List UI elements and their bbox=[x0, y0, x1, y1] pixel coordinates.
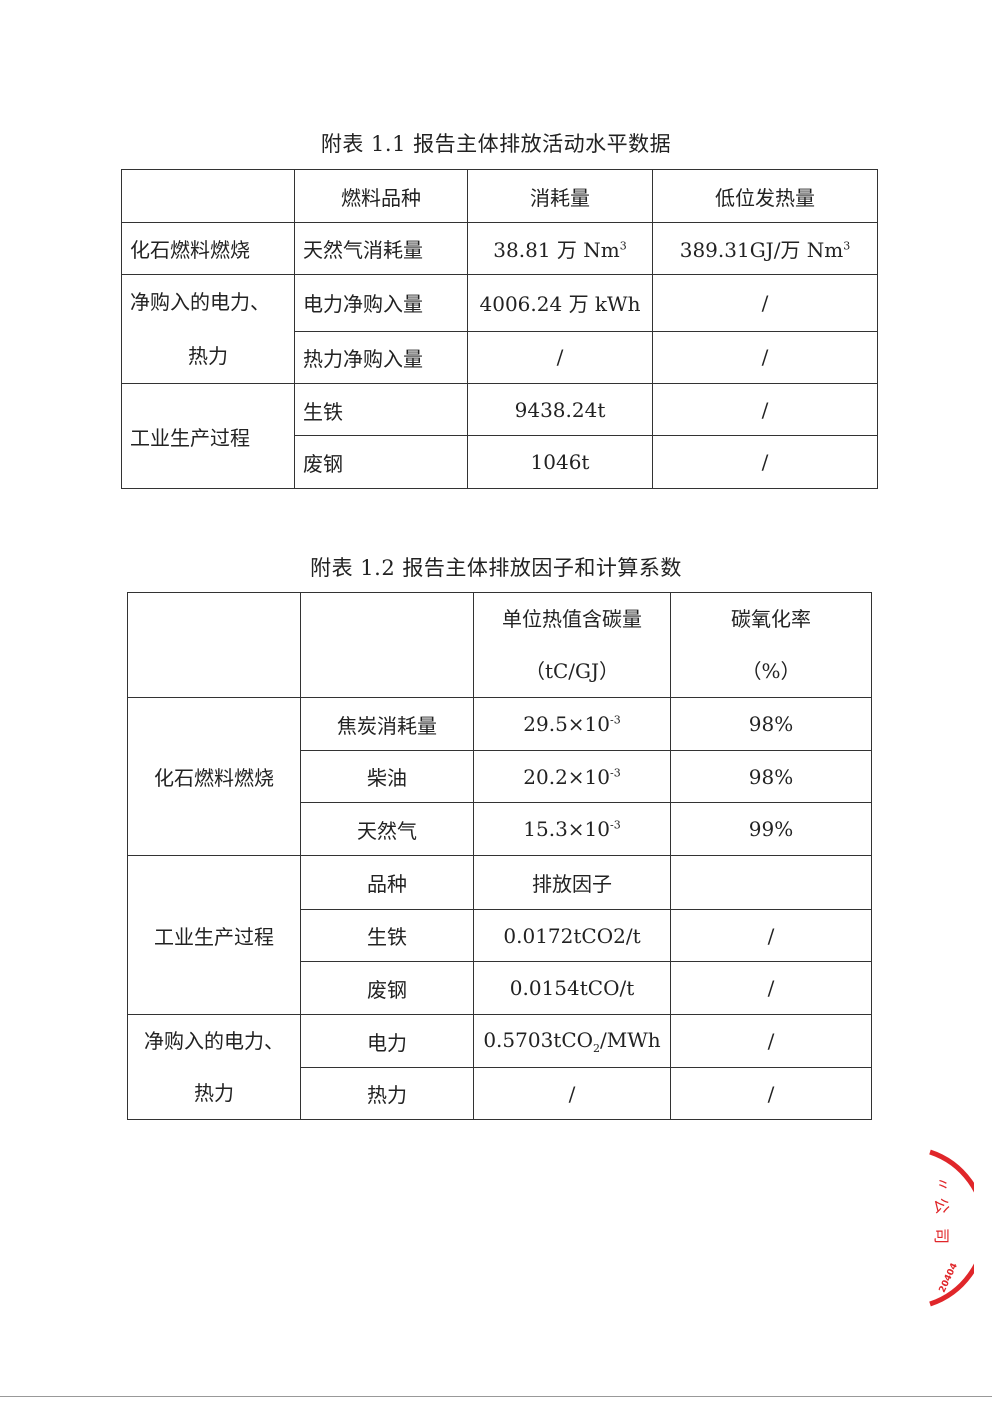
svg-text:司: 司 bbox=[932, 1228, 951, 1244]
factor-cell: / bbox=[473, 1067, 671, 1120]
factor-header: 排放因子 bbox=[473, 855, 671, 910]
table-row: 热力净购入量 / / bbox=[122, 330, 878, 385]
ncv-cell: / bbox=[652, 435, 878, 489]
table-row: 净购入的电力、 热力 电力净购入量 4006.24 万 kWh / bbox=[121, 274, 878, 384]
company-seal-stamp: ⺀ 公 司 20404 bbox=[928, 1148, 974, 1308]
extra-cell: / bbox=[670, 909, 872, 962]
carbon-content-header: 单位热值含碳量 （tC/GJ） bbox=[473, 592, 671, 698]
item-cell: 天然气 bbox=[300, 802, 474, 856]
item-cell: 品种 bbox=[300, 855, 474, 910]
header-cell bbox=[121, 169, 295, 223]
table-row: 热力 / / bbox=[128, 1067, 872, 1120]
table-header-row: 单位热值含碳量 （tC/GJ） 碳氧化率 （%） bbox=[127, 592, 872, 698]
oxidation-cell: 98% bbox=[670, 750, 872, 803]
consumption-cell: 4006.24 万 kWh bbox=[467, 274, 653, 332]
header-cell bbox=[300, 592, 474, 698]
consumption-cell: 1046t bbox=[467, 435, 653, 489]
table-row: 工业生产过程 品种 排放因子 bbox=[127, 855, 872, 1015]
ncv-cell: / bbox=[652, 330, 878, 385]
item-cell: 电力 bbox=[300, 1014, 474, 1068]
extra-cell: / bbox=[670, 1014, 872, 1068]
table-row: 化石燃料燃烧 天然气消耗量 38.81 万 Nm3 389.31GJ/万 Nm3 bbox=[121, 222, 878, 275]
factor-cell: 0.0172tCO2/t bbox=[473, 909, 671, 962]
header-cell bbox=[127, 592, 301, 698]
consumption-cell: / bbox=[467, 330, 653, 385]
table-row: 净购入的电力、 热力 电力 0.5703tCO2/MWh / bbox=[127, 1014, 872, 1120]
table-row: 废钢 1046t / bbox=[122, 435, 878, 489]
activity-data-table: 燃料品种 消耗量 低位发热量 化石燃料燃烧 天然气消耗量 38.81 万 Nm3… bbox=[121, 169, 878, 489]
oxidation-rate-header: 碳氧化率 （%） bbox=[670, 592, 872, 698]
table-header-row: 燃料品种 消耗量 低位发热量 bbox=[121, 169, 878, 223]
table-row: 天然气 15.3×10-3 99% bbox=[128, 802, 872, 856]
table-row: 废钢 0.0154tCO/t / bbox=[128, 961, 872, 1015]
item-cell: 废钢 bbox=[294, 435, 468, 489]
oxidation-cell: 98% bbox=[670, 697, 872, 751]
extra-cell: / bbox=[670, 1067, 872, 1120]
extra-cell bbox=[670, 855, 872, 910]
carbon-cell: 20.2×10-3 bbox=[473, 750, 671, 803]
item-cell: 热力 bbox=[300, 1067, 474, 1120]
item-cell: 电力净购入量 bbox=[294, 274, 468, 332]
table1-title: 附表 1.1 报告主体排放活动水平数据 bbox=[320, 132, 672, 156]
extra-cell: / bbox=[670, 961, 872, 1015]
header-cell: 消耗量 bbox=[467, 169, 653, 223]
carbon-cell: 29.5×10-3 bbox=[473, 697, 671, 751]
item-cell: 生铁 bbox=[294, 383, 468, 436]
table-row: 化石燃料燃烧 焦炭消耗量 29.5×10-3 98% bbox=[127, 697, 872, 856]
group-cell: 工业生产过程 bbox=[121, 383, 295, 489]
consumption-cell: 38.81 万 Nm3 bbox=[467, 222, 653, 275]
ncv-cell: 389.31GJ/万 Nm3 bbox=[652, 222, 878, 275]
group-cell: 工业生产过程 bbox=[127, 855, 301, 1015]
header-cell: 低位发热量 bbox=[652, 169, 878, 223]
svg-text:⺀: ⺀ bbox=[934, 1177, 952, 1198]
group-cell: 净购入的电力、 热力 bbox=[127, 1014, 301, 1120]
group-cell: 净购入的电力、 热力 bbox=[121, 274, 295, 384]
oxidation-cell: 99% bbox=[670, 802, 872, 856]
item-cell: 生铁 bbox=[300, 909, 474, 962]
table-row: 工业生产过程 生铁 9438.24t / bbox=[121, 383, 878, 489]
factor-cell: 0.0154tCO/t bbox=[473, 961, 671, 1015]
group-cell: 化石燃料燃烧 bbox=[127, 697, 301, 856]
group-cell: 化石燃料燃烧 bbox=[121, 222, 295, 275]
item-cell: 热力净购入量 bbox=[294, 330, 468, 385]
table2-title: 附表 1.2 报告主体排放因子和计算系数 bbox=[310, 556, 682, 580]
page-bottom-edge bbox=[0, 1396, 992, 1397]
item-cell: 柴油 bbox=[300, 750, 474, 803]
factor-cell: 0.5703tCO2/MWh bbox=[473, 1014, 671, 1068]
ncv-cell: / bbox=[652, 274, 878, 332]
carbon-cell: 15.3×10-3 bbox=[473, 802, 671, 856]
header-cell: 燃料品种 bbox=[294, 169, 468, 223]
consumption-cell: 9438.24t bbox=[467, 383, 653, 436]
emission-factor-table: 单位热值含碳量 （tC/GJ） 碳氧化率 （%） 化石燃料燃烧 焦炭消耗量 29.5… bbox=[127, 592, 872, 1120]
table-row: 生铁 0.0172tCO2/t / bbox=[128, 909, 872, 962]
svg-text:公: 公 bbox=[931, 1196, 952, 1215]
ncv-cell: / bbox=[652, 383, 878, 436]
item-cell: 天然气消耗量 bbox=[294, 222, 468, 275]
item-cell: 废钢 bbox=[300, 961, 474, 1015]
item-cell: 焦炭消耗量 bbox=[300, 697, 474, 751]
table-row: 柴油 20.2×10-3 98% bbox=[128, 750, 872, 803]
